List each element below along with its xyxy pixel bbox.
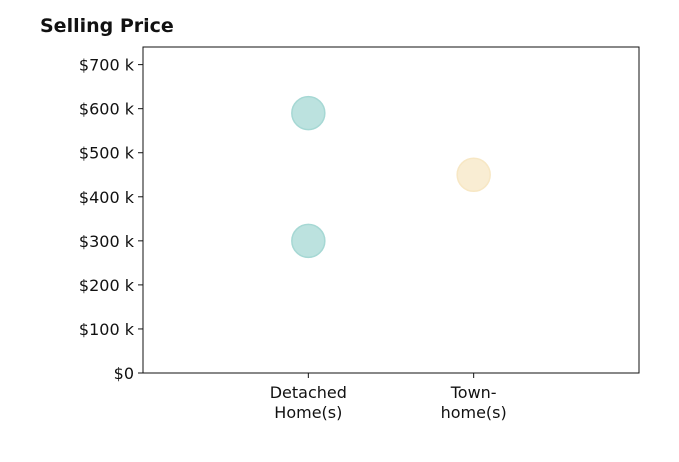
data-points [291, 95, 491, 259]
plot-frame [142, 46, 640, 374]
x-axis: Detached Home(s) Town-home(s) [270, 373, 507, 422]
y-tick-label: $0 [114, 364, 134, 383]
data-point [456, 157, 491, 193]
y-tick-label: $700 k [79, 56, 135, 75]
data-point [291, 223, 326, 259]
y-tick-label: $100 k [79, 320, 135, 339]
y-tick-label: $200 k [79, 276, 135, 295]
x-tick-label: Detached Home(s) [270, 383, 347, 422]
y-tick-label: $400 k [79, 188, 135, 207]
chart-title: Selling Price [40, 15, 174, 37]
y-tick-label: $500 k [79, 144, 135, 163]
y-axis: $0 $100 k $200 k $300 k $400 k $500 k $600 k $7… [79, 56, 143, 383]
y-tick-label: $600 k [79, 100, 135, 119]
data-point [291, 95, 326, 131]
y-tick-label: $300 k [79, 232, 135, 251]
x-tick-label: Town-home(s) [441, 383, 507, 422]
